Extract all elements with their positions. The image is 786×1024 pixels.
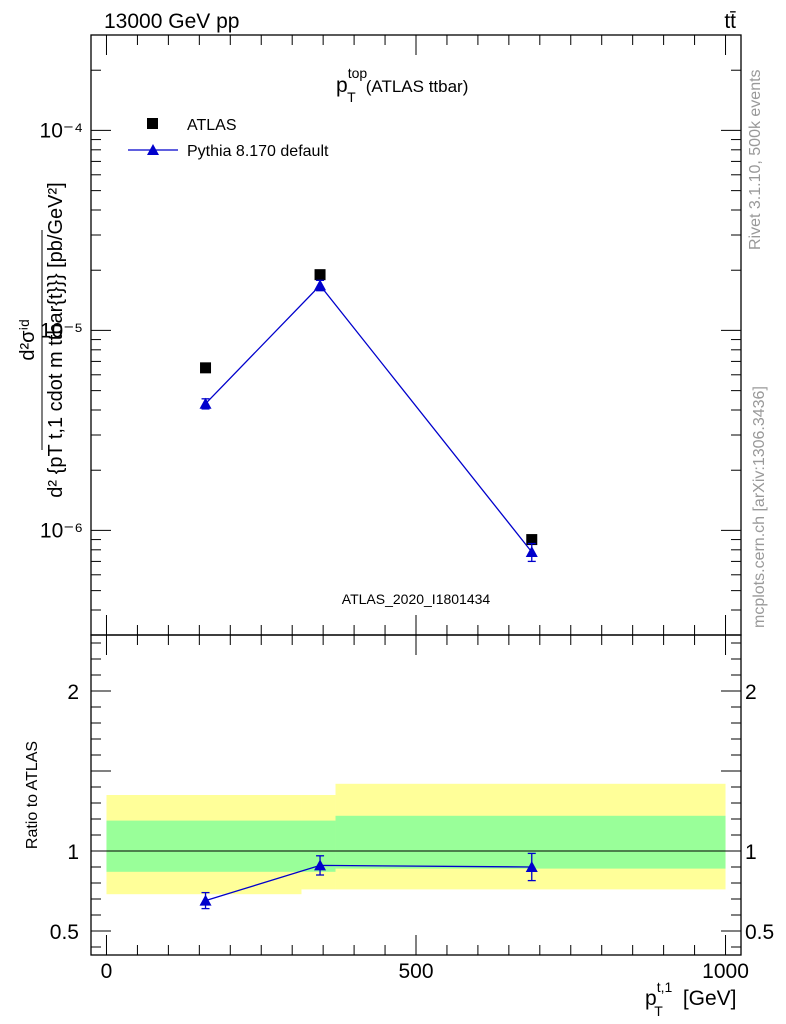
- ratio-y-tick-label-right: 2: [745, 681, 757, 704]
- atlas-data-point: [314, 269, 326, 281]
- legend-pythia-marker: [147, 144, 159, 155]
- legend-pythia-label: Pythia 8.170 default: [187, 143, 329, 160]
- ratio-y-tick-label-left: 1: [67, 841, 79, 864]
- axis-ticks: [91, 35, 741, 955]
- ratio-y-axis-label: Ratio to ATLAS: [24, 741, 41, 849]
- ratio-band-green-0: [106, 820, 302, 872]
- plot-title: ptop T (ATLAS ttbar): [336, 65, 468, 105]
- ratio-y-tick-label-right: 0.5: [745, 921, 774, 944]
- ratio-data-layer: [199, 852, 538, 910]
- mcplots-reference-label: mcplots.cern.ch [arXiv:1306.3436]: [751, 386, 768, 628]
- legend-atlas-label: ATLAS: [187, 117, 237, 134]
- plot-title-suffix: (ATLAS ttbar): [366, 77, 469, 96]
- x-tick-label: 0: [101, 960, 113, 983]
- pythia-line: [205, 284, 533, 553]
- axis-tick-labels: 10⁻⁶ 10⁻⁵ 10⁻⁴ 0.5 0.5 1 1 2 2 0 500 1000: [40, 119, 775, 983]
- x-axis-label-sub: T: [654, 1003, 663, 1019]
- legend-atlas-marker: [147, 118, 158, 129]
- plot-title-sub: T: [347, 89, 356, 105]
- energy-label: 13000 GeV pp: [104, 10, 239, 33]
- main-y-axis-label: d²σⁱᵈ d² {pT t,1 cdot m ttbar{t}}} [pb/G…: [17, 182, 67, 497]
- main-y-tick-label: 10⁻⁵: [40, 319, 83, 342]
- pythia-data-point: [314, 279, 327, 291]
- legend: ATLAS Pythia 8.170 default: [128, 117, 329, 160]
- x-axis-label-suffix: [GeV]: [683, 987, 737, 1010]
- x-axis-label: pt,1 T [GeV]: [645, 979, 737, 1019]
- ratio-y-tick-label-left: 2: [67, 681, 79, 704]
- main-y-axis-label-bottom: d² {pT t,1 cdot m ttbar{t}}} [pb/GeV²]: [45, 182, 67, 497]
- x-tick-label: 500: [398, 960, 433, 983]
- main-y-tick-label: 10⁻⁶: [40, 519, 83, 542]
- x-axis-label-main: p: [645, 987, 657, 1010]
- ratio-band-green-2: [335, 815, 726, 869]
- ratio-data-point: [314, 859, 327, 871]
- atlas-data-point: [200, 362, 212, 374]
- ratio-data-point: [199, 894, 212, 906]
- ratio-uncertainty-bands: [106, 783, 726, 895]
- main-y-tick-label: 10⁻⁴: [40, 119, 83, 142]
- analysis-watermark: ATLAS_2020_I1801434: [342, 591, 491, 607]
- ratio-data-point: [525, 861, 538, 872]
- ratio-y-tick-label-right: 1: [745, 841, 757, 864]
- plot-title-main: p: [336, 74, 348, 97]
- atlas-data-point: [526, 534, 538, 546]
- ratio-y-tick-label-left: 0.5: [50, 921, 79, 944]
- plot-title-sup: top: [348, 65, 368, 81]
- main-y-axis-label-top: d²σⁱᵈ: [17, 319, 39, 360]
- process-label: tt̄: [724, 10, 736, 33]
- x-axis-label-sup: t,1: [657, 979, 673, 995]
- pythia-data-point: [525, 546, 538, 558]
- main-data-layer: [199, 269, 538, 563]
- pythia-data-point: [199, 397, 212, 409]
- x-tick-label: 1000: [702, 960, 749, 983]
- rivet-version-label: Rivet 3.1.10, 500k events: [747, 69, 764, 250]
